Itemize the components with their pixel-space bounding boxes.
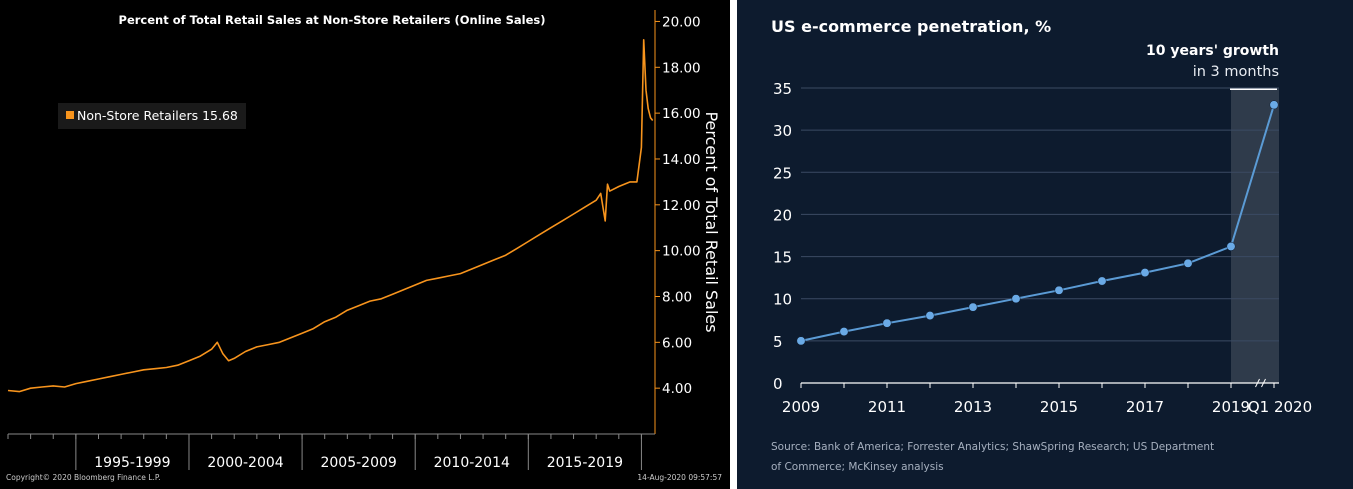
annotation-bold: 10 years' growth: [1146, 43, 1279, 59]
annotation-regular: in 3 months: [1193, 64, 1279, 80]
right-y-tick-label: 5: [773, 333, 783, 351]
right-x-tick-label: 2011: [868, 398, 906, 416]
bloomberg-line-chart: Percent of Total Retail Sales at Non-Sto…: [6, 10, 722, 482]
series-line-non-store-retailers: [7, 38, 654, 393]
right-y-tick-label: 35: [773, 80, 792, 98]
left-y-tick-label: 4.00: [662, 381, 692, 397]
right-x-tick-label: 2019: [1212, 398, 1250, 416]
right-x-tick-label: 2009: [782, 398, 820, 416]
left-y-tick-label: 18.00: [662, 60, 701, 76]
data-point: [1054, 285, 1064, 295]
left-x-tick-label: 2005-2009: [320, 455, 396, 471]
source-text-line-2: of Commerce; McKinsey analysis: [771, 461, 944, 473]
left-y-tick-label: 10.00: [662, 244, 701, 260]
left-y-tick-label: 12.00: [662, 198, 701, 214]
left-y-tick-label: 20.00: [662, 14, 701, 30]
left-y-tick-label: 6.00: [662, 335, 692, 351]
right-x-tick-label: Q1 2020: [1248, 398, 1312, 416]
data-point: [839, 327, 849, 337]
left-y-tick-label: 14.00: [662, 152, 701, 168]
right-y-tick-label: 15: [773, 249, 792, 267]
right-y-tick-label: 30: [773, 122, 792, 140]
data-point: [968, 302, 978, 312]
bloomberg-chart-panel: Percent of Total Retail Sales at Non-Sto…: [0, 0, 730, 489]
source-line-1: Source: Bank of America; Forrester Analy…: [771, 441, 1214, 453]
data-point: [1183, 258, 1193, 268]
left-x-tick-label: 1995-1999: [94, 455, 170, 471]
left-x-tick-label: 2010-2014: [434, 455, 510, 471]
right-x-tick-label: 2013: [954, 398, 992, 416]
right-y-tick-label: 10: [773, 291, 792, 309]
legend-box: [58, 103, 246, 129]
right-chart-title: US e-commerce penetration, %: [771, 17, 1051, 36]
data-point: [925, 311, 935, 321]
data-point: [1097, 276, 1107, 286]
data-point: [1140, 268, 1150, 278]
legend-swatch: [66, 111, 74, 119]
right-y-tick-label: 25: [773, 164, 792, 182]
right-x-tick-label: 2015: [1040, 398, 1078, 416]
mckinsey-chart-panel: US e-commerce penetration, % 10 years' g…: [737, 0, 1353, 489]
left-y-tick-label: 16.00: [662, 106, 701, 122]
source-line-2: of Commerce; McKinsey analysis: [771, 461, 944, 473]
data-point: [882, 318, 892, 328]
mckinsey-line-chart: US e-commerce penetration, % 10 years' g…: [771, 17, 1312, 473]
timestamp-text: 14-Aug-2020 09:57:57: [637, 473, 722, 482]
data-point: [1011, 294, 1021, 304]
highlight-region: [1231, 88, 1279, 383]
axis-break-mark: [1261, 378, 1266, 388]
data-point: [1226, 242, 1236, 251]
left-y-axis-label: Percent of Total Retail Sales: [702, 111, 721, 332]
data-point: [1269, 100, 1279, 110]
right-y-tick-label: 20: [773, 206, 792, 224]
axis-break-mark: [1255, 378, 1260, 388]
left-x-tick-label: 2000-2004: [207, 455, 283, 471]
legend: Non-Store Retailers 15.68: [58, 103, 246, 129]
left-x-tick-label: 2015-2019: [547, 455, 623, 471]
right-x-tick-label: 2017: [1126, 398, 1164, 416]
copyright-text: Copyright© 2020 Bloomberg Finance L.P.: [6, 473, 161, 482]
right-y-tick-label: 0: [773, 375, 783, 393]
source-text-line-1: Source: Bank of America; Forrester Analy…: [771, 441, 1214, 453]
series-line-ecommerce: [800, 104, 1275, 342]
legend-label: Non-Store Retailers 15.68: [77, 108, 238, 123]
data-point: [796, 336, 806, 346]
left-y-tick-label: 8.00: [662, 289, 692, 305]
left-chart-title: Percent of Total Retail Sales at Non-Sto…: [119, 13, 546, 27]
